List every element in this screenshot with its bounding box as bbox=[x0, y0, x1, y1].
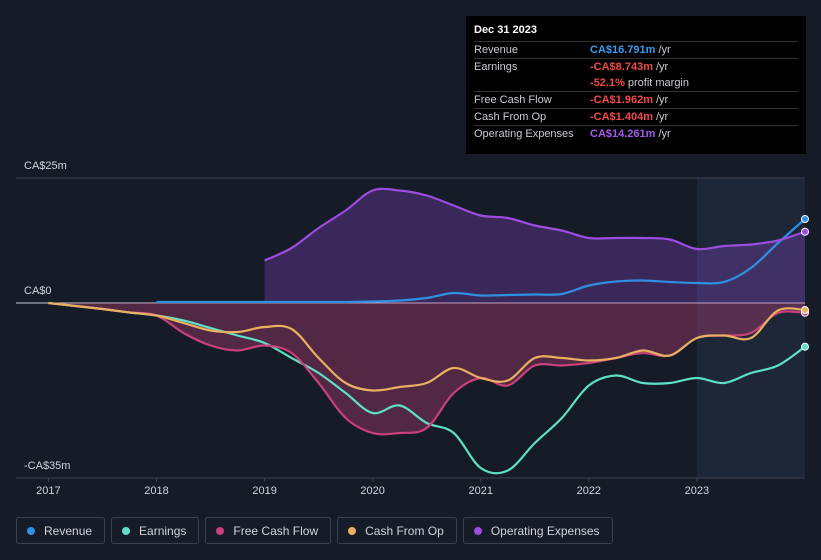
end-dot bbox=[801, 306, 809, 315]
end-dot bbox=[801, 215, 809, 224]
series-line bbox=[264, 187, 806, 262]
tooltip-row: Cash From Op -CA$1.404m/yr bbox=[474, 108, 798, 125]
legend-item[interactable]: Free Cash Flow bbox=[205, 517, 332, 544]
y-tick-label: -CA$35m bbox=[24, 460, 70, 472]
legend-item[interactable]: Cash From Op bbox=[337, 517, 457, 544]
tooltip-value: -CA$8.743m bbox=[590, 61, 653, 73]
x-tick-label: 2017 bbox=[36, 485, 60, 497]
legend-label: Earnings bbox=[139, 523, 187, 538]
chart: -CA$35m CA$0 CA$25m 2017 2018 2019 2020 2021 202… bbox=[16, 160, 809, 497]
tooltip-label: Earnings bbox=[474, 61, 518, 73]
y-tick-label: CA$0 bbox=[24, 285, 52, 297]
tooltip-row: -52.1% profit margin bbox=[474, 75, 798, 91]
x-tick-label: 2018 bbox=[144, 485, 168, 497]
area bbox=[48, 303, 805, 435]
legend-swatch bbox=[122, 526, 131, 535]
area bbox=[264, 188, 805, 303]
tooltip-row: Operating Expenses CA$14.261m/yr bbox=[474, 125, 798, 142]
series-line bbox=[48, 301, 806, 475]
y-tick-label: CA$25m bbox=[24, 160, 67, 172]
legend-item[interactable]: Revenue bbox=[16, 517, 106, 544]
tooltip-label: Revenue bbox=[474, 44, 519, 56]
legend-swatch bbox=[216, 526, 225, 535]
legend-label: Operating Expenses bbox=[490, 523, 600, 538]
end-dot bbox=[801, 342, 809, 351]
x-tick-label: 2021 bbox=[469, 485, 493, 497]
tooltip-unit: /yr bbox=[655, 61, 669, 73]
tooltip-value: -CA$1.404m bbox=[590, 111, 653, 123]
legend-swatch bbox=[473, 526, 482, 535]
series-line bbox=[156, 218, 806, 304]
x-tick-label: 2020 bbox=[360, 485, 384, 497]
legend-swatch bbox=[27, 526, 35, 535]
tooltip-unit: /yr bbox=[655, 111, 669, 123]
tooltip-label: Operating Expenses bbox=[474, 128, 574, 140]
legend-item[interactable]: Operating Expenses bbox=[462, 517, 613, 544]
legend-swatch bbox=[348, 526, 357, 535]
x-tick-label: 2019 bbox=[252, 485, 276, 497]
tooltip: Dec 31 2023 Revenue CA$16.791m/yr Earning… bbox=[466, 16, 806, 154]
legend-label: Revenue bbox=[44, 523, 93, 538]
tooltip-date: Dec 31 2023 bbox=[474, 24, 537, 36]
tooltip-unit: /yr bbox=[658, 128, 671, 140]
x-tick-label: 2022 bbox=[577, 485, 601, 497]
tooltip-label: Cash From Op bbox=[474, 111, 547, 123]
tooltip-label: Free Cash Flow bbox=[474, 94, 552, 106]
series-line bbox=[48, 301, 806, 392]
tooltip-value: -52.1% bbox=[590, 77, 625, 89]
tooltip-unit: profit margin bbox=[627, 77, 689, 89]
tooltip-row: Revenue CA$16.791m/yr bbox=[474, 41, 798, 58]
tooltip-value: CA$16.791m bbox=[590, 44, 656, 56]
legend-label: Cash From Op bbox=[365, 523, 444, 538]
highlight-region bbox=[697, 178, 805, 478]
tooltip-row: Free Cash Flow -CA$1.962m/yr bbox=[474, 91, 798, 108]
tooltip-value: CA$14.261m bbox=[590, 128, 656, 140]
legend: Revenue Earnings Free Cash Flow Cash From O… bbox=[16, 517, 613, 544]
legend-item[interactable]: Earnings bbox=[111, 517, 200, 544]
end-dot bbox=[801, 227, 809, 236]
tooltip-value: -CA$1.962m bbox=[590, 94, 653, 106]
x-tick-label: 2023 bbox=[685, 485, 709, 497]
tooltip-unit: /yr bbox=[658, 44, 671, 56]
legend-label: Free Cash Flow bbox=[233, 523, 319, 538]
tooltip-row: Earnings -CA$8.743m/yr bbox=[474, 58, 798, 75]
tooltip-unit: /yr bbox=[655, 94, 669, 106]
